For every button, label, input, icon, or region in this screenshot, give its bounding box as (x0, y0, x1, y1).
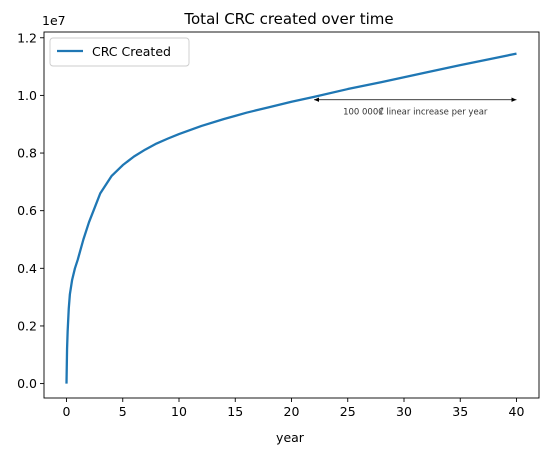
x-axis: 0 5 10 15 20 25 30 35 40 (63, 398, 525, 419)
x-tick-label: 15 (227, 404, 243, 419)
legend: CRC Created (49, 37, 190, 67)
y-tick-label: 0.2 (17, 318, 37, 333)
annotation: 100 000₡ linear increase per year (314, 97, 517, 118)
plot-frame (43, 31, 540, 399)
y-tick-label: 0.6 (17, 203, 37, 218)
series-line-crc-created (65, 52, 517, 384)
y-tick-label: 0.0 (17, 376, 37, 391)
arrow-head-right (511, 97, 517, 102)
x-tick-label: 20 (284, 404, 300, 419)
chart-title: Total CRC created over time (183, 10, 393, 28)
y-offset-label: 1e7 (42, 13, 66, 28)
x-tick-label: 25 (340, 404, 356, 419)
y-tick-label: 1.0 (17, 88, 37, 103)
legend-label-crc-created: CRC Created (92, 44, 171, 59)
annotation-text: 100 000₡ linear increase per year (343, 108, 488, 118)
x-axis-label: year (276, 430, 305, 445)
x-tick-label: 5 (119, 404, 127, 419)
x-tick-label: 35 (452, 404, 468, 419)
plot-series (65, 52, 517, 384)
legend-box (49, 37, 190, 67)
x-tick-label: 10 (171, 404, 187, 419)
y-tick-label: 1.2 (17, 30, 37, 45)
y-tick-label: 0.8 (17, 146, 37, 161)
x-tick-label: 40 (509, 404, 525, 419)
x-tick-label: 30 (396, 404, 412, 419)
y-tick-label: 0.4 (17, 261, 37, 276)
x-tick-label: 0 (63, 404, 71, 419)
arrow-head-left (314, 97, 319, 102)
y-axis: 0.0 0.2 0.4 0.6 0.8 1.0 1.2 (17, 30, 44, 391)
